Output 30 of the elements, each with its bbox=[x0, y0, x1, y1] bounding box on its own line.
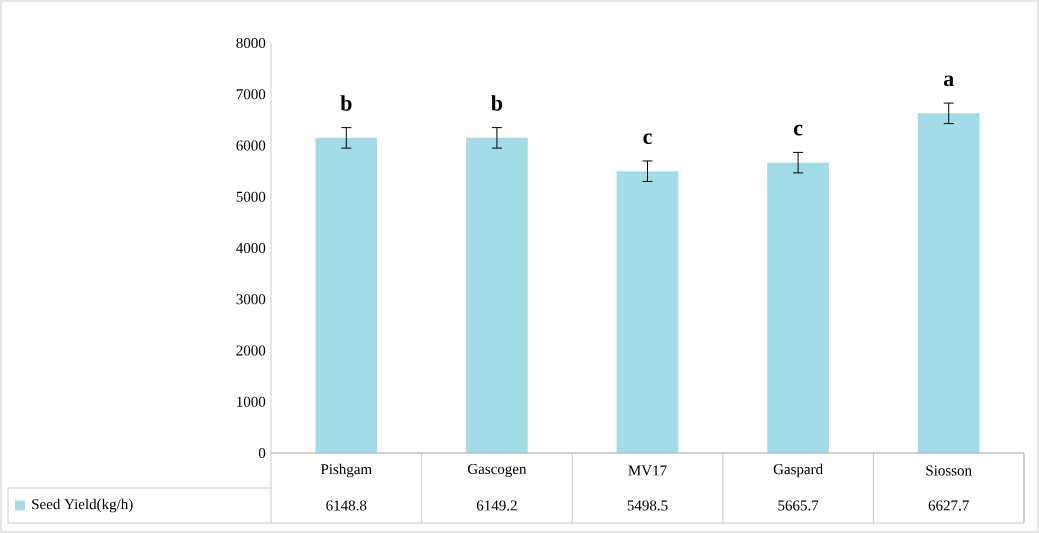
bar bbox=[466, 137, 528, 453]
y-tick-label: 8000 bbox=[236, 37, 266, 49]
annotation: b bbox=[340, 95, 352, 111]
y-tick-label: 1000 bbox=[237, 396, 266, 407]
y-tick-label: 3000 bbox=[236, 294, 266, 305]
bar bbox=[767, 162, 829, 453]
y-tick-label: 0 bbox=[258, 447, 266, 459]
x-tick-label: Gascogen bbox=[467, 463, 527, 478]
x-tick-label: Siosson bbox=[926, 465, 972, 476]
y-tick-label: 4000 bbox=[236, 242, 266, 254]
y-tick-label: 7000 bbox=[236, 89, 266, 100]
x-tick-label: MV17 bbox=[628, 465, 667, 476]
data-label: 6627.7 bbox=[928, 500, 969, 511]
annotation: a bbox=[943, 75, 954, 87]
data-label: 6149.2 bbox=[476, 500, 517, 511]
bar bbox=[616, 171, 679, 453]
y-tick-label: 2000 bbox=[236, 345, 266, 356]
bar bbox=[917, 113, 980, 453]
data-label: 6148.8 bbox=[326, 500, 367, 511]
x-tick-label: Pishgam bbox=[320, 463, 372, 478]
bar bbox=[315, 137, 378, 453]
y-tick-label: 5000 bbox=[236, 191, 266, 202]
annotation: c bbox=[793, 124, 803, 136]
annotation: b bbox=[491, 95, 503, 111]
data-label: 5665.7 bbox=[778, 500, 819, 511]
data-label: 5498.5 bbox=[627, 500, 668, 511]
x-tick-label: Gaspard bbox=[773, 463, 823, 478]
legend-label: Seed Yield(kg/h) bbox=[32, 498, 133, 513]
y-tick-label: 6000 bbox=[236, 140, 266, 151]
annotation: c bbox=[643, 133, 652, 144]
